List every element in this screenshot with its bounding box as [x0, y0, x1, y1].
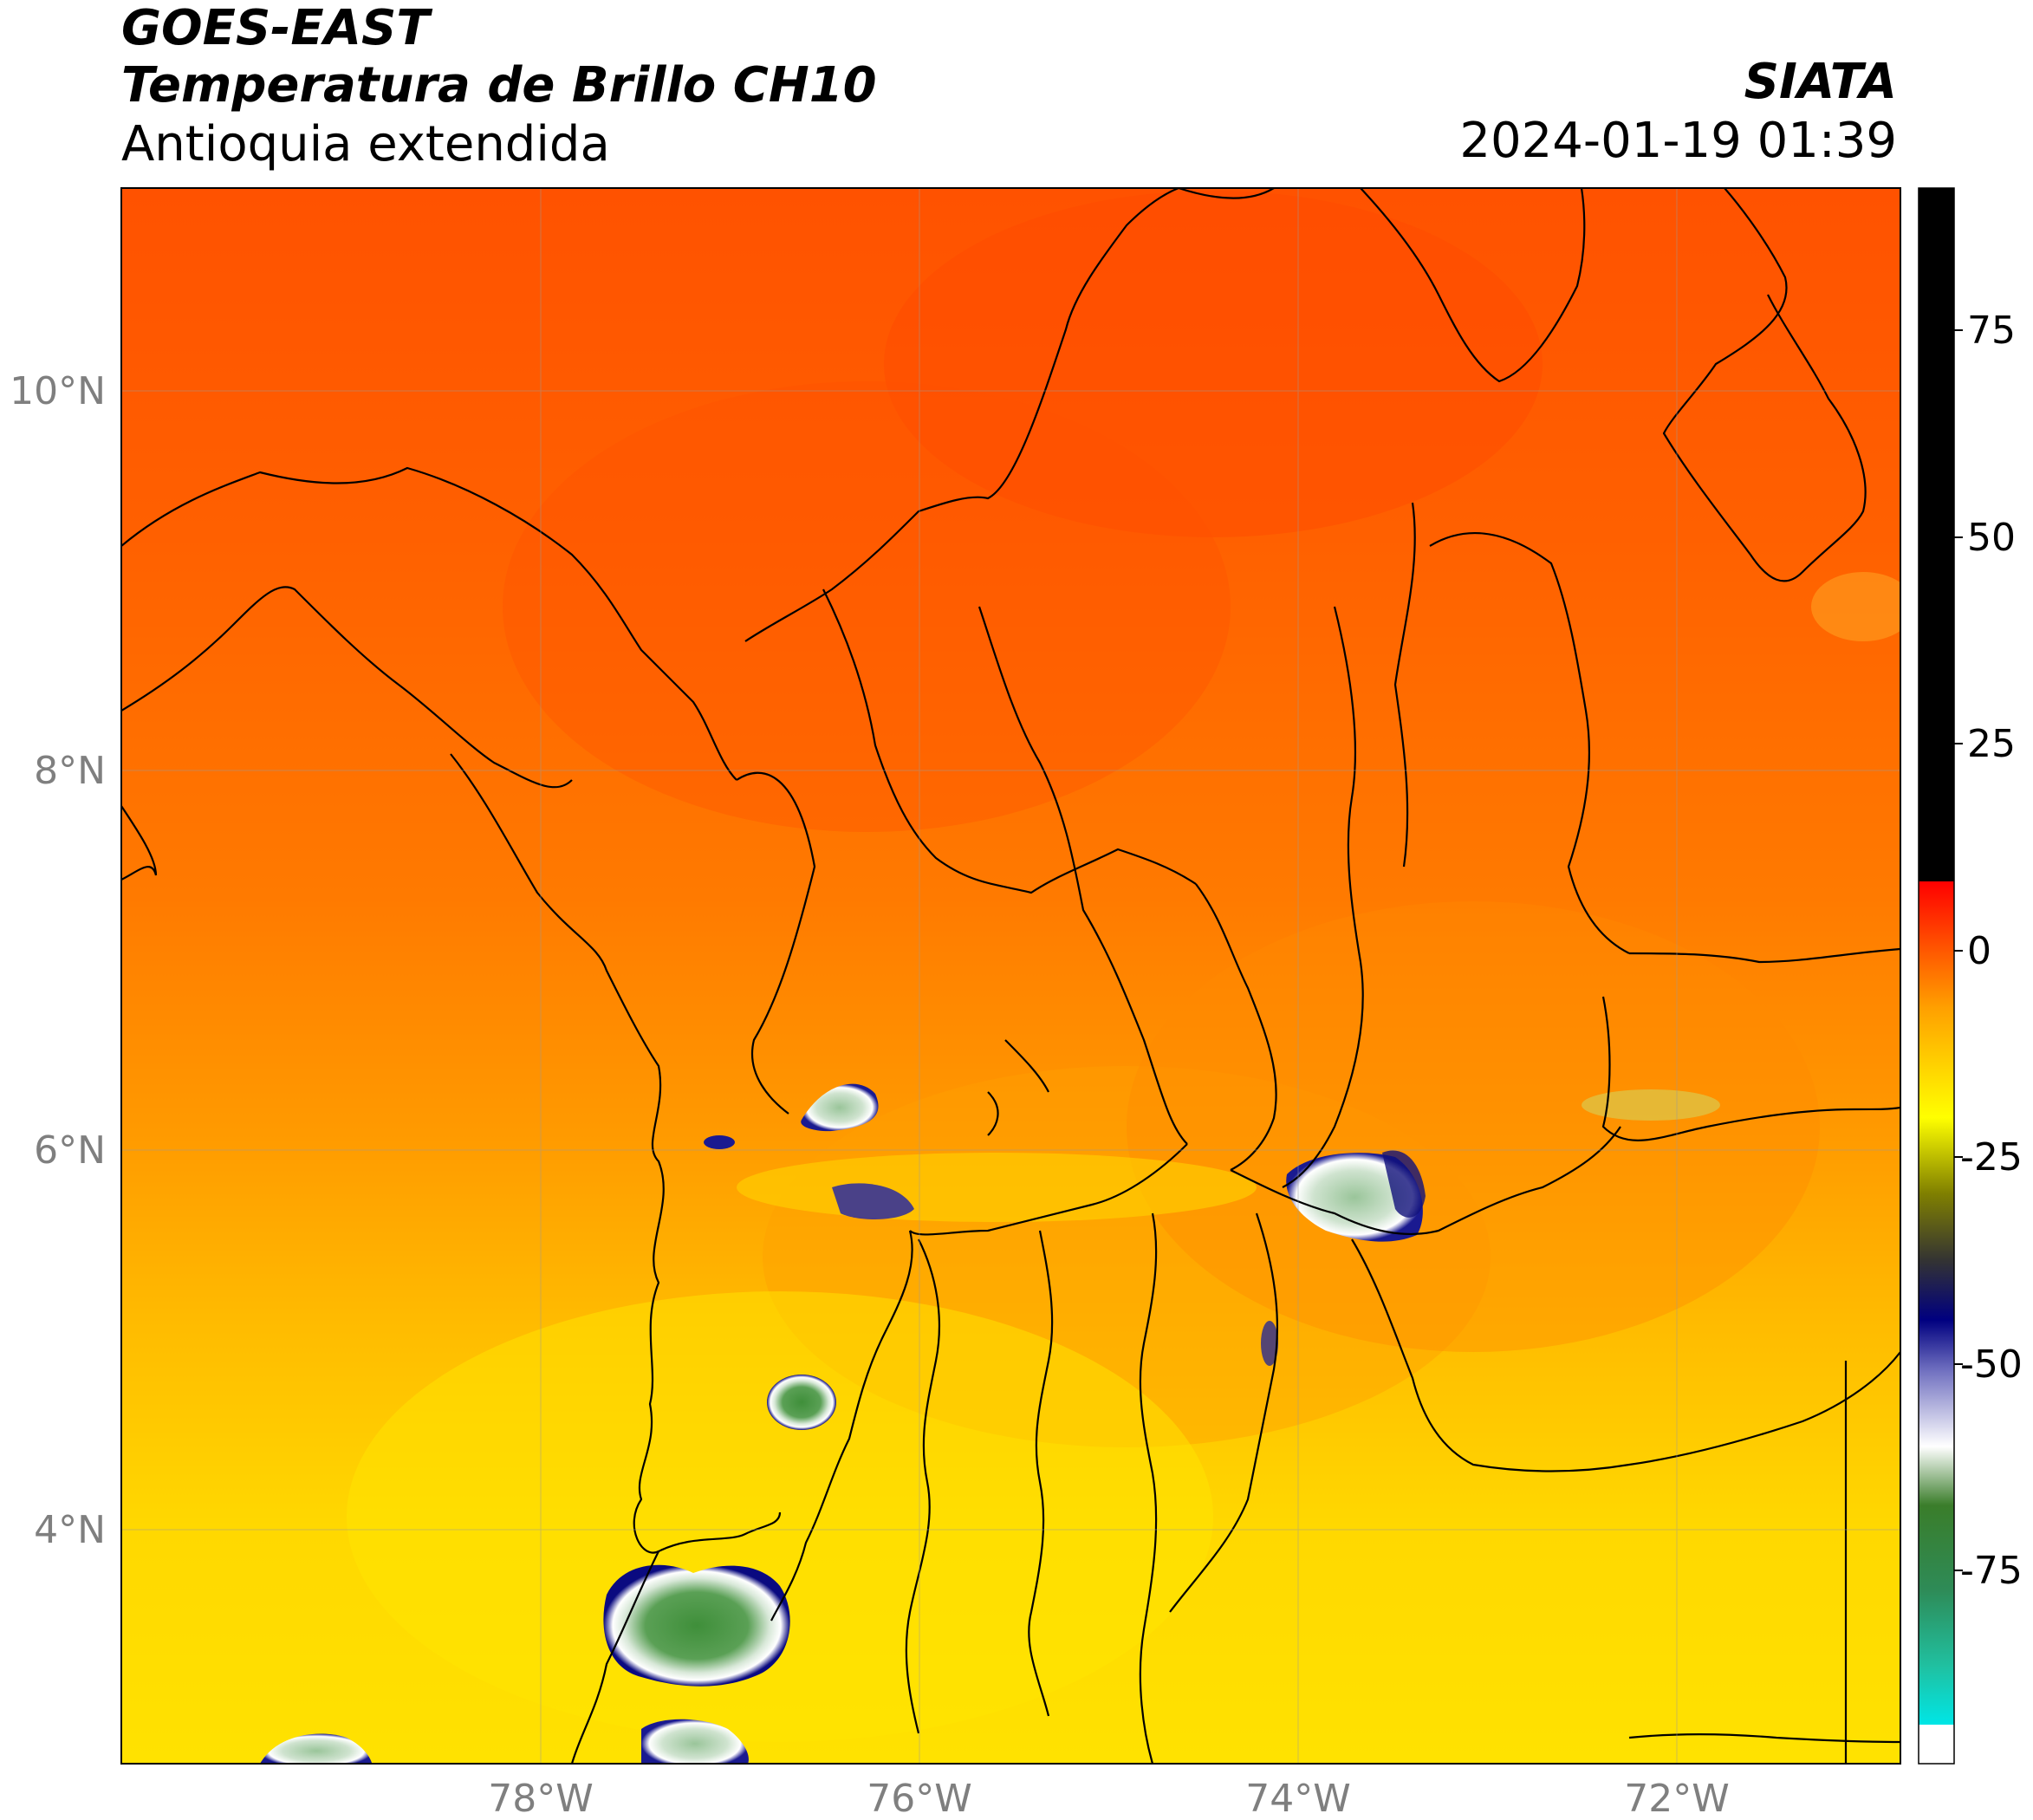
lat-tick-label: 6°N: [34, 1128, 106, 1173]
title-block: GOES-EAST Temperatura de Brillo CH10 Ant…: [121, 0, 877, 175]
department-border: [905, 1238, 940, 1734]
borders: [121, 188, 1900, 1764]
department-border: [1139, 1212, 1158, 1764]
department-border: [822, 588, 1197, 894]
colorbar-tick-label: 0: [1967, 929, 1991, 973]
caribbean-coast: [1360, 188, 1586, 383]
department-border: [978, 606, 1188, 1145]
department-border: [1351, 1238, 1900, 1472]
lon-tick-label: 76°W: [867, 1777, 972, 1820]
cloud-cell: [832, 1183, 914, 1219]
region-subtitle: Antioquia extendida: [121, 116, 610, 172]
warm-region: [884, 191, 1543, 537]
lat-tick-labels: 10°N 8°N 6°N 4°N: [10, 369, 106, 1552]
lon-tick-label: 72°W: [1624, 1777, 1730, 1820]
caribbean-coast: [1178, 188, 1275, 199]
satellite-title: GOES-EAST: [121, 0, 430, 56]
datetime-label: 2024-01-19 01:39: [1459, 113, 1897, 169]
lat-tick-label: 10°N: [10, 369, 106, 413]
caribbean-coast: [744, 188, 1179, 642]
colorbar-tick-label: 25: [1967, 722, 2016, 766]
department-border: [1028, 1230, 1054, 1717]
lat-tick-label: 8°N: [34, 749, 106, 793]
department-border: [1169, 1212, 1279, 1613]
colorbar-tick-label: 75: [1967, 309, 2016, 353]
lon-tick-label: 78°W: [488, 1777, 594, 1820]
colorbar-tick-label: -75: [1960, 1549, 2023, 1593]
cold-cloud-tops: [260, 572, 1900, 1764]
lon-tick-label: 74°W: [1245, 1777, 1351, 1820]
cloud-cell: [1261, 1321, 1278, 1366]
department-border: [1429, 532, 1630, 954]
gulf-of-uraba: [736, 771, 816, 1115]
department-border: [770, 1230, 913, 1622]
cloud-cell: [1811, 572, 1900, 641]
cloud-cell: [603, 1564, 790, 1687]
colorbar-frame: [1918, 187, 1955, 1765]
right-title-block: SIATA 2024-01-19 01:39: [1459, 54, 1897, 172]
cloud-cell: [260, 1733, 373, 1764]
department-border: [909, 1143, 1188, 1236]
colorbar: 75 50 25 0 -25 -50 -75: [1918, 187, 2023, 1765]
cloud-cell: [704, 1135, 735, 1149]
cloud-cell: [767, 1375, 836, 1430]
colorbar-white-segment: [1919, 1725, 1954, 1764]
coastline: [121, 466, 737, 781]
coastline: [121, 586, 573, 789]
cloud-cell: [641, 1719, 749, 1764]
cloud-cell: [1582, 1089, 1720, 1121]
lake-maracaibo: [1662, 188, 1867, 582]
colorbar-tick-label: 50: [1967, 516, 2016, 560]
pacific-coast: [570, 1550, 659, 1764]
colorbar-tick-label: -50: [1960, 1342, 2023, 1387]
moist-band: [737, 1153, 1257, 1222]
coastline: [121, 805, 158, 881]
international-border: [1628, 947, 1900, 964]
department-border: [1230, 1126, 1621, 1236]
colorbar-tick-label: -25: [1960, 1135, 2023, 1180]
cloud-cell: [1382, 1150, 1426, 1218]
map-panel: [121, 188, 1900, 1764]
colorbar-gradient: [1919, 881, 1954, 1725]
department-border: [1393, 502, 1416, 868]
international-border: [1601, 996, 1900, 1141]
warm-region: [503, 381, 1231, 832]
lon-tick-labels: 78°W 76°W 74°W 72°W: [488, 1777, 1730, 1820]
cloud-cell: [801, 1083, 879, 1132]
department-border: [1195, 883, 1277, 1171]
colorbar-black-segment: [1919, 188, 1954, 881]
product-title: Temperatura de Brillo CH10: [121, 57, 877, 114]
graticule: [121, 188, 1900, 1764]
map-frame: [120, 187, 1901, 1765]
lat-tick-label: 4°N: [34, 1508, 106, 1552]
agency-label: SIATA: [1744, 54, 1897, 110]
department-border: [987, 1039, 1049, 1136]
international-border: [1628, 1733, 1900, 1744]
moist-region: [1127, 901, 1820, 1352]
department-border: [1282, 606, 1364, 1188]
